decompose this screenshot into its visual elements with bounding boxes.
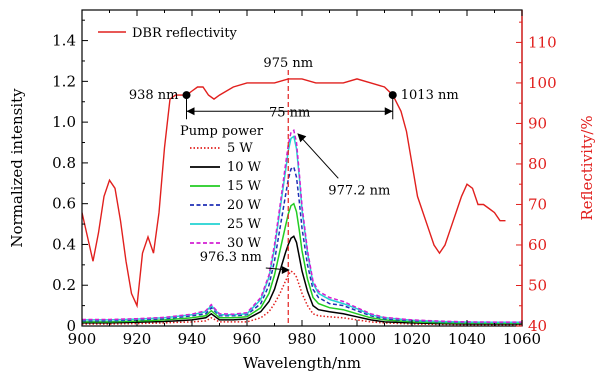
y-tick-label: 0.6	[52, 195, 76, 213]
x-tick-label: 1020	[393, 330, 431, 348]
y2-tick-label: 50	[528, 276, 547, 294]
x-tick-label: 1000	[338, 330, 376, 348]
x-axis-title: Wavelength/nm	[243, 354, 361, 372]
annotation-center-wavelength: 975 nm	[263, 56, 313, 71]
x-tick-label: 1040	[448, 330, 486, 348]
right-y-axis-title: Reflectivity/%	[578, 115, 596, 220]
annotation-peak-low: 976.3 nm	[200, 250, 262, 265]
y2-tick-label: 40	[528, 317, 547, 335]
y2-tick-label: 70	[528, 195, 547, 213]
y-axis-title: Normalized intensity	[8, 88, 26, 248]
x-tick-label: 920	[123, 330, 152, 348]
x-tick-label: 980	[288, 330, 317, 348]
dbr-legend: DBR reflectivity	[98, 26, 238, 41]
pump-legend-title: Pump power	[180, 124, 264, 139]
pump-power-legend: Pump power 5 W 10 W 15 W 20 W 25 W 30 W	[180, 124, 264, 251]
annotation-right-edge: 1013 nm	[401, 88, 459, 103]
y-tick-label: 0	[66, 317, 76, 335]
annotation-peak-high: 977.2 nm	[328, 183, 390, 198]
y2-tick-label: 80	[528, 155, 547, 173]
peak-high-arrow-line	[297, 133, 339, 179]
series-line-10w	[82, 235, 522, 325]
x-tick-label: 960	[233, 330, 262, 348]
legend-label-5w: 5 W	[227, 141, 253, 156]
y2-tick-label: 90	[528, 114, 547, 132]
x-tick-label: 940	[178, 330, 207, 348]
y-tick-label: 0.4	[52, 235, 76, 253]
x-tick-label: 900	[68, 330, 97, 348]
y2-tick-label: 100	[528, 74, 557, 92]
legend-label-10w: 10 W	[227, 160, 262, 175]
bandwidth-arrowhead-left	[186, 107, 195, 116]
legend-label-30w: 30 W	[227, 236, 262, 251]
series-line-30w	[82, 129, 522, 323]
legend-label-25w: 25 W	[227, 217, 262, 232]
series-line-5w	[82, 269, 522, 326]
y-tick-label: 0.2	[52, 276, 76, 294]
y2-tick-label: 60	[528, 236, 547, 254]
axes: 900 920 940 960 980 1000 1020 1040 1060 0 0.2 0.4 0.…	[52, 9, 557, 348]
y-tick-label: 1.2	[52, 72, 76, 90]
series-line-25w	[82, 135, 522, 324]
reflectivity-line	[82, 78, 506, 309]
bandwidth-arrowhead-right	[384, 107, 393, 116]
peak-low-arrowhead	[281, 265, 290, 274]
series-line-15w	[82, 202, 522, 325]
series-line-20w	[82, 165, 522, 324]
x-tick-label: 1060	[503, 330, 541, 348]
dbr-legend-label: DBR reflectivity	[132, 26, 238, 41]
annotations: 938 nm 1013 nm 75 nm 975 nm 977.2 nm 976…	[129, 56, 459, 326]
y2-tick-label: 110	[528, 33, 557, 51]
annotation-left-edge: 938 nm	[129, 88, 179, 103]
y-tick-label: 1.0	[52, 113, 76, 131]
legend-label-15w: 15 W	[227, 179, 262, 194]
legend-label-20w: 20 W	[227, 198, 262, 213]
annotation-bandwidth: 75 nm	[269, 105, 310, 120]
y-tick-label: 0.8	[52, 154, 76, 172]
plot-area	[82, 78, 522, 326]
peak-high-arrowhead	[297, 133, 307, 143]
y-tick-label: 1.4	[52, 32, 76, 50]
